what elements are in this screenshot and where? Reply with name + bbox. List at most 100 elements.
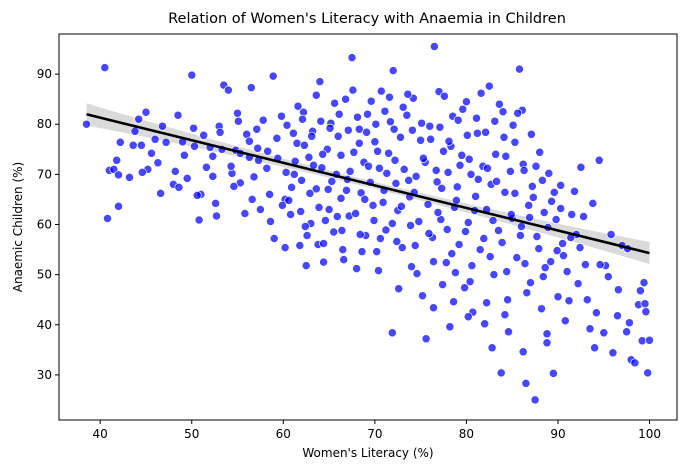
- data-point: [594, 155, 604, 165]
- data-point: [637, 336, 647, 346]
- data-point: [233, 108, 242, 118]
- data-point: [500, 187, 510, 197]
- data-point: [391, 178, 401, 188]
- data-point: [376, 86, 386, 96]
- data-point: [454, 240, 464, 249]
- data-point: [404, 175, 414, 185]
- data-point: [490, 116, 500, 126]
- y-tick-label: 60: [37, 217, 52, 231]
- data-point: [339, 255, 349, 265]
- data-point: [201, 162, 211, 172]
- data-point: [252, 124, 262, 134]
- data-point: [281, 167, 291, 177]
- data-point: [539, 208, 549, 217]
- data-point: [272, 133, 282, 143]
- data-point: [141, 107, 151, 117]
- data-point: [639, 278, 649, 288]
- data-point: [630, 358, 640, 368]
- data-point: [556, 180, 566, 190]
- data-point: [174, 182, 184, 192]
- data-point: [433, 208, 443, 217]
- data-point: [343, 125, 353, 135]
- data-point: [314, 202, 324, 212]
- data-point: [336, 150, 346, 160]
- data-point: [355, 230, 365, 239]
- data-point: [411, 171, 421, 181]
- data-point: [293, 101, 303, 111]
- data-point: [247, 194, 257, 204]
- plot-frame: [58, 33, 678, 421]
- data-point: [527, 181, 537, 191]
- data-point: [492, 176, 502, 186]
- data-point: [212, 211, 221, 221]
- data-point: [505, 166, 515, 176]
- data-point: [170, 166, 180, 176]
- data-point: [402, 110, 412, 120]
- data-point: [255, 205, 265, 214]
- data-point: [444, 136, 454, 146]
- data-point: [289, 169, 299, 179]
- data-point: [482, 298, 492, 308]
- data-point: [173, 110, 183, 120]
- data-point: [498, 107, 508, 117]
- data-point: [645, 335, 654, 345]
- data-point: [488, 216, 498, 225]
- data-point: [640, 299, 650, 309]
- data-point: [588, 198, 598, 208]
- data-point: [528, 192, 538, 202]
- data-point: [403, 89, 413, 99]
- data-point: [208, 171, 218, 181]
- data-point: [301, 261, 311, 271]
- data-point: [437, 183, 447, 193]
- data-point: [352, 264, 362, 274]
- x-tick-label: 70: [367, 427, 382, 441]
- data-point: [262, 163, 272, 173]
- data-point: [215, 127, 225, 137]
- data-point: [424, 229, 434, 238]
- data-point: [573, 279, 583, 289]
- data-point: [417, 118, 427, 128]
- data-point: [412, 269, 422, 279]
- data-point: [439, 146, 448, 156]
- data-point: [392, 237, 402, 246]
- data-point: [526, 129, 536, 139]
- data-point: [389, 124, 399, 134]
- data-point: [297, 175, 307, 185]
- data-point: [429, 303, 438, 313]
- data-point: [277, 200, 287, 210]
- data-point: [396, 132, 405, 142]
- y-tick-label: 90: [37, 67, 52, 81]
- data-point: [462, 130, 472, 140]
- data-point: [372, 247, 382, 257]
- data-point: [338, 245, 348, 255]
- data-point: [130, 126, 140, 136]
- data-point: [112, 155, 122, 165]
- data-point: [277, 111, 286, 121]
- data-point: [320, 216, 330, 225]
- data-point: [357, 247, 367, 257]
- data-point: [516, 222, 526, 231]
- data-point: [360, 194, 370, 204]
- regression-line: [86, 113, 650, 255]
- data-point: [375, 234, 385, 243]
- x-tick-label: 40: [93, 427, 108, 441]
- data-point: [125, 172, 134, 182]
- data-point: [438, 280, 448, 290]
- data-point: [295, 241, 305, 250]
- data-point: [319, 257, 329, 267]
- regression-line-layer: [86, 113, 650, 255]
- data-point: [429, 257, 438, 267]
- data-point: [182, 173, 192, 183]
- data-point: [211, 198, 221, 208]
- data-point: [265, 189, 275, 199]
- x-tick-label: 100: [638, 427, 661, 441]
- data-point: [558, 239, 568, 248]
- data-point: [134, 114, 144, 124]
- data-point: [500, 310, 510, 320]
- data-point: [299, 140, 309, 150]
- data-point: [445, 322, 455, 332]
- data-point: [501, 151, 511, 161]
- data-point: [292, 138, 302, 148]
- data-point: [479, 234, 489, 243]
- data-point: [551, 215, 561, 224]
